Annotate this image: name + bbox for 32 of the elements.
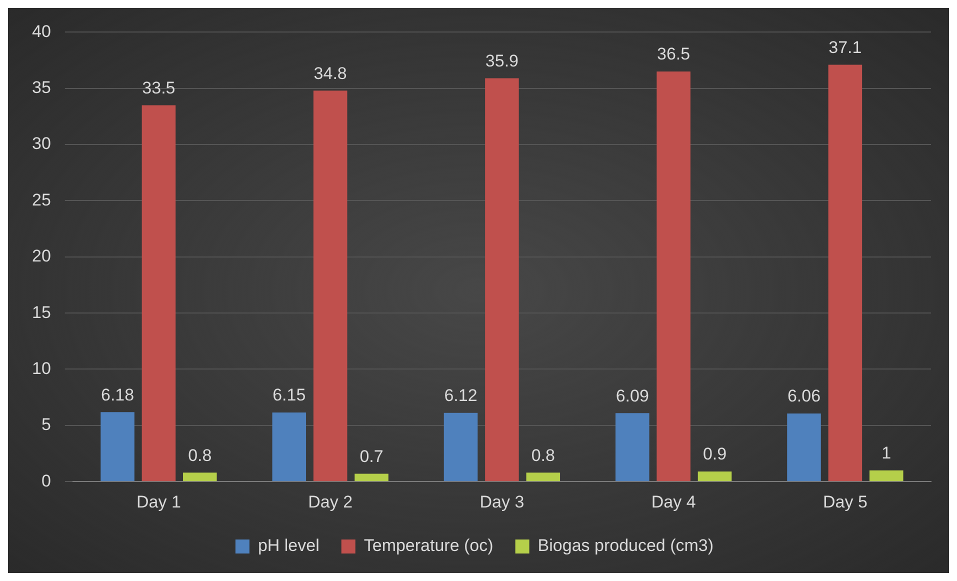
y-tick-label: 5 [41,415,51,434]
legend-label: Temperature (oc) [364,536,494,556]
x-tick-label: Day 2 [308,492,353,512]
y-tick-label: 30 [32,134,51,154]
x-tick-label: Day 3 [480,492,524,512]
x-tick-label: Day 5 [822,492,868,512]
data-label: 36.5 [657,44,690,64]
y-tick-label: 35 [32,78,51,98]
legend-label: pH level [258,536,320,556]
y-tick-label: 15 [32,302,51,322]
data-label: 0.9 [702,444,727,464]
y-tick-label: 40 [32,22,51,41]
data-label: 0.7 [360,446,384,466]
data-label: 6.18 [100,385,134,404]
data-label: 1 [882,444,892,463]
data-label: 6.09 [616,386,649,406]
y-tick-label: 25 [32,190,51,210]
y-tick-label: 0 [41,471,51,490]
x-tick-label: Day 4 [651,492,696,512]
data-label: 0.8 [531,446,555,465]
x-tick-label: Day 1 [136,492,181,512]
legend-label: Biogas produced (cm3) [538,536,714,556]
data-label: 34.8 [314,64,347,83]
data-label: 33.5 [142,78,176,98]
data-label: 6.15 [272,386,306,405]
y-tick-label: 20 [32,246,51,266]
data-label: 37.1 [828,38,862,57]
y-tick-label: 10 [32,358,51,378]
data-label: 35.9 [485,51,518,70]
data-label: 0.8 [188,446,212,465]
data-label: 6.06 [787,386,821,406]
data-label: 6.12 [444,386,478,406]
